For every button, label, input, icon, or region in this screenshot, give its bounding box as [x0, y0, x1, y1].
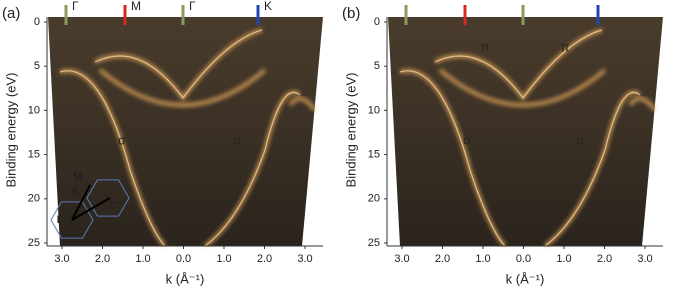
- band-core: [59, 70, 166, 247]
- x-tick-label: 1.0: [216, 253, 231, 265]
- band-label: σ: [118, 132, 126, 147]
- y-tick-label: 5: [374, 60, 380, 72]
- band-label: π: [481, 39, 490, 54]
- arpes-image: [48, 17, 323, 246]
- y-tick-label: 5: [34, 60, 40, 72]
- x-tick-label: 3.0: [637, 253, 652, 265]
- y-axis-label: Binding energy (eV): [3, 73, 18, 188]
- x-tick-label: 1.0: [475, 253, 490, 265]
- band-label: π: [561, 39, 570, 54]
- x-tick-label: 0.0: [516, 253, 531, 265]
- y-tick-label: 0: [374, 16, 380, 28]
- x-tick-label: 3.0: [297, 253, 312, 265]
- inset-label: K: [72, 185, 80, 197]
- panel-label: (a): [2, 5, 20, 22]
- marker-label: M: [131, 0, 141, 13]
- y-tick-label: 15: [368, 149, 380, 161]
- bz-path: [71, 184, 91, 221]
- band-core: [399, 70, 506, 247]
- bz-path: [71, 197, 111, 221]
- inset-label: Γ': [110, 200, 120, 212]
- bz-hexagon: [86, 179, 130, 217]
- marker-label: Γ: [189, 0, 196, 13]
- panel-label: (b): [342, 5, 360, 22]
- x-tick-label: 2.0: [597, 253, 612, 265]
- x-tick-label: 2.0: [435, 253, 450, 265]
- x-tick-label: 2.0: [95, 253, 110, 265]
- y-axis-label: Binding energy (eV): [343, 73, 358, 188]
- band: [288, 96, 317, 112]
- x-tick-label: 3.0: [394, 253, 409, 265]
- x-axis-label: k (Å⁻¹): [506, 271, 545, 286]
- inset-label: M: [73, 171, 82, 183]
- band-label: σ: [463, 132, 471, 147]
- y-tick-label: 10: [28, 104, 40, 116]
- x-tick-label: 3.0: [54, 253, 69, 265]
- marker-label: K: [264, 0, 272, 13]
- y-tick-label: 10: [368, 104, 380, 116]
- band-label: σ: [233, 132, 241, 147]
- band: [98, 68, 267, 107]
- y-tick-label: 20: [368, 193, 380, 205]
- band: [438, 68, 607, 107]
- band-core: [204, 91, 301, 247]
- band: [628, 96, 657, 112]
- y-tick-label: 25: [368, 237, 380, 249]
- x-tick-label: 1.0: [135, 253, 150, 265]
- bz-hexagon: [50, 201, 94, 239]
- x-tick-label: 2.0: [257, 253, 272, 265]
- x-tick-label: 0.0: [176, 253, 191, 265]
- band-core: [544, 91, 641, 247]
- band-core: [434, 29, 603, 100]
- band-label: σ: [576, 132, 584, 147]
- band-core: [94, 29, 263, 100]
- y-tick-label: 20: [28, 193, 40, 205]
- x-tick-label: 1.0: [556, 253, 571, 265]
- arpes-image: [388, 17, 663, 246]
- y-tick-label: 25: [28, 237, 40, 249]
- y-tick-label: 15: [28, 149, 40, 161]
- x-axis-label: k (Å⁻¹): [166, 271, 205, 286]
- y-tick-label: 0: [34, 16, 40, 28]
- marker-label: Γ: [72, 0, 79, 13]
- inset-label: Γ: [57, 214, 64, 226]
